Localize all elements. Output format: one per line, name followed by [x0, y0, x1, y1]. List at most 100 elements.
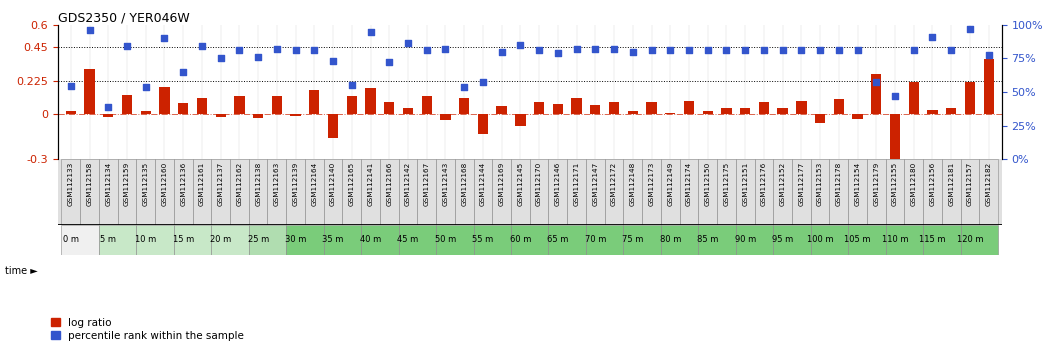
Bar — [84, 69, 94, 114]
Bar — [215, 114, 226, 118]
Bar — [473, 225, 511, 255]
Bar — [328, 114, 338, 138]
Bar — [436, 225, 473, 255]
Bar — [965, 81, 976, 114]
Bar — [62, 159, 80, 225]
Text: 65 m: 65 m — [548, 235, 569, 245]
Text: GSM112155: GSM112155 — [892, 162, 898, 206]
Point — [193, 43, 210, 48]
Text: 50 m: 50 m — [435, 235, 456, 245]
Bar — [230, 159, 249, 225]
Bar — [399, 225, 436, 255]
Bar — [272, 96, 282, 114]
Text: GSM112135: GSM112135 — [143, 162, 149, 206]
Bar — [361, 159, 380, 225]
Bar — [117, 159, 136, 225]
Bar — [661, 159, 680, 225]
Bar — [961, 159, 980, 225]
Bar — [66, 112, 76, 114]
Point — [905, 47, 922, 53]
Bar — [908, 81, 919, 114]
Text: GSM112180: GSM112180 — [911, 162, 917, 206]
Bar — [234, 96, 244, 114]
Point — [868, 79, 884, 84]
Point — [63, 83, 80, 89]
Text: GSM112158: GSM112158 — [86, 162, 92, 206]
Bar — [553, 104, 563, 114]
Text: 85 m: 85 m — [697, 235, 719, 245]
Point — [306, 47, 323, 53]
Text: 0 m: 0 m — [63, 235, 79, 245]
Point — [550, 50, 566, 56]
Text: 105 m: 105 m — [844, 235, 871, 245]
Text: GSM112163: GSM112163 — [274, 162, 280, 206]
Bar — [515, 114, 526, 126]
Bar — [684, 101, 694, 114]
Bar — [80, 159, 99, 225]
Point — [100, 104, 116, 110]
Bar — [286, 159, 305, 225]
Bar — [627, 112, 638, 114]
Point — [831, 47, 848, 53]
Point — [287, 47, 304, 53]
Bar — [492, 159, 511, 225]
Bar — [549, 159, 568, 225]
Point — [943, 47, 960, 53]
Bar — [380, 159, 399, 225]
Text: GSM112147: GSM112147 — [593, 162, 598, 206]
Bar — [735, 159, 754, 225]
Bar — [403, 108, 413, 114]
Point — [343, 82, 360, 87]
Text: GSM112162: GSM112162 — [236, 162, 242, 206]
Text: GSM112164: GSM112164 — [312, 162, 318, 206]
Text: GSM112149: GSM112149 — [667, 162, 673, 206]
Point — [793, 47, 810, 53]
Text: GSM112179: GSM112179 — [873, 162, 879, 206]
Bar — [665, 113, 676, 114]
Text: GSM112173: GSM112173 — [648, 162, 655, 206]
Bar — [324, 159, 342, 225]
Point — [812, 47, 829, 53]
Bar — [642, 159, 661, 225]
Bar — [586, 159, 604, 225]
Text: GSM112156: GSM112156 — [929, 162, 936, 206]
Text: GSM112141: GSM112141 — [367, 162, 373, 206]
Point — [400, 41, 416, 46]
Point — [119, 43, 135, 48]
Bar — [365, 87, 376, 114]
Text: GSM112160: GSM112160 — [162, 162, 168, 206]
Bar — [530, 159, 549, 225]
Bar — [286, 225, 324, 255]
Text: GSM112143: GSM112143 — [443, 162, 449, 206]
Bar — [309, 90, 320, 114]
Bar — [890, 114, 900, 162]
Text: 30 m: 30 m — [285, 235, 306, 245]
Text: GSM112170: GSM112170 — [536, 162, 542, 206]
Bar — [849, 159, 866, 225]
Bar — [792, 159, 811, 225]
Point — [455, 84, 472, 90]
Bar — [646, 102, 657, 114]
Point — [437, 46, 454, 52]
Text: GSM112136: GSM112136 — [180, 162, 187, 206]
Text: GSM112142: GSM112142 — [405, 162, 411, 206]
Text: 70 m: 70 m — [584, 235, 606, 245]
Bar — [984, 59, 993, 114]
Bar — [980, 159, 998, 225]
Bar — [122, 95, 132, 114]
Bar — [961, 225, 998, 255]
Text: 45 m: 45 m — [398, 235, 419, 245]
Bar — [722, 108, 731, 114]
Text: GSM112171: GSM112171 — [574, 162, 580, 206]
Bar — [99, 225, 136, 255]
Bar — [534, 102, 544, 114]
Text: GSM112148: GSM112148 — [629, 162, 636, 206]
Point — [605, 46, 622, 52]
Bar — [178, 103, 189, 114]
Text: GSM112165: GSM112165 — [348, 162, 355, 206]
Text: 35 m: 35 m — [322, 235, 344, 245]
Point — [924, 34, 941, 40]
Text: GSM112145: GSM112145 — [517, 162, 523, 206]
Bar — [777, 108, 788, 114]
Text: GSM112139: GSM112139 — [293, 162, 299, 206]
